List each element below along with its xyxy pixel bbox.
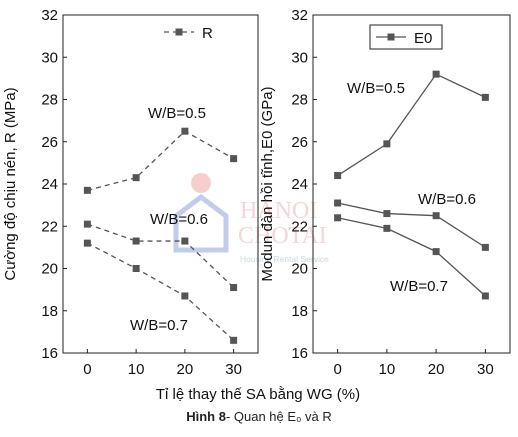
legend-label: E0 [414, 30, 432, 47]
right-data-point [481, 93, 489, 101]
right-data-point [383, 140, 391, 148]
left-x-tick-label: 20 [177, 361, 194, 378]
legend-label: R [202, 25, 213, 42]
right-data-point [334, 214, 342, 222]
legend-box [369, 24, 443, 50]
left-y-tick-label: 20 [41, 261, 58, 278]
left-plot-frame [62, 14, 259, 354]
right-data-point [432, 248, 440, 256]
left-series-line [87, 242, 235, 341]
left-y-tick-label: 30 [41, 49, 58, 66]
right-series-annotation: W/B=0.7 [390, 278, 448, 295]
left-y-tick-label: 16 [41, 345, 58, 362]
watermark-line1: HANOI [240, 198, 317, 224]
right-y-tick-label: 30 [291, 49, 308, 66]
right-series-line [337, 73, 486, 177]
right-y-axis-label: Modun đàn hồi tĩnh,E0 (GPa) [259, 86, 276, 281]
watermark-tagline: Housing Rental Service [240, 254, 329, 264]
left-series-line [87, 223, 235, 288]
right-series-line [337, 202, 486, 248]
left-series-annotation: W/B=0.7 [130, 317, 188, 334]
left-data-point [83, 239, 91, 247]
legend-marker [175, 28, 183, 36]
shared-x-axis-label: Tỉ lệ thay thế SA bằng WG (%) [156, 386, 360, 403]
left-data-point [132, 174, 140, 182]
left-y-axis-label: Cường độ chịu nén, R (MPa) [2, 87, 19, 280]
right-y-tick-label: 32 [291, 7, 308, 24]
right-y-tick-label: 20 [291, 261, 308, 278]
left-data-point [230, 155, 238, 163]
left-legend: R [164, 25, 213, 42]
right-plot-frame [312, 14, 511, 354]
right-data-point [383, 224, 391, 232]
left-y-tick-label: 18 [41, 303, 58, 320]
left-chart: 16 18 20 22 24 26 28 30 32 0 10 20 30 Cường độ chịu n… [2, 7, 259, 378]
left-x-tick-label: 30 [225, 361, 242, 378]
right-data-point [481, 292, 489, 300]
watermark-line2: CHOTAI [238, 223, 327, 249]
left-series-line [87, 130, 234, 191]
left-data-point [83, 220, 91, 228]
legend-marker [387, 33, 395, 41]
right-y-tick-label: 24 [291, 176, 308, 193]
watermark-logo: HANOI CHOTAI Housing Rental Service [173, 173, 329, 264]
left-data-point [181, 237, 189, 245]
caption-label: Hình 8 [186, 409, 226, 424]
left-data-point [181, 292, 189, 300]
watermark-house-icon [173, 193, 229, 253]
left-series-annotation: W/B=0.6 [150, 211, 208, 228]
right-series-annotation: W/B=0.6 [418, 191, 476, 208]
right-data-point [432, 70, 440, 78]
right-series-annotation: W/B=0.5 [347, 80, 405, 97]
left-y-tick-label: 32 [41, 7, 58, 24]
left-data-point [132, 265, 140, 272]
right-y-tick-label: 16 [291, 345, 308, 362]
right-data-point [432, 212, 440, 220]
left-data-point [181, 127, 189, 135]
left-data-point [83, 186, 91, 194]
right-y-tick-label: 18 [291, 303, 308, 320]
left-series-annotation: W/B=0.5 [148, 105, 206, 122]
left-x-tick-label: 10 [128, 361, 145, 378]
right-data-point [334, 172, 342, 180]
right-y-tick-label: 28 [291, 92, 308, 109]
right-series-line [337, 217, 486, 297]
right-chart: 16 18 20 22 24 26 28 30 32 0 10 20 30 Modun đàn hồi t… [259, 7, 511, 378]
right-data-point [383, 210, 391, 218]
right-x-tick-label: 10 [379, 361, 396, 378]
right-data-point [334, 199, 342, 207]
right-x-tick-label: 20 [428, 361, 445, 378]
figure-caption: Hình 8- Quan hệ E₀ và R [0, 409, 518, 424]
right-x-tick-label: 0 [333, 361, 341, 378]
right-y-tick-label: 22 [291, 218, 308, 235]
left-x-tick-label: 0 [83, 361, 91, 378]
left-y-tick-label: 28 [41, 92, 58, 109]
left-data-point [230, 284, 238, 292]
left-data-point [230, 336, 238, 344]
left-data-point [132, 237, 140, 245]
right-y-tick-label: 26 [291, 134, 308, 151]
right-data-point [481, 243, 489, 251]
left-y-tick-label: 22 [41, 218, 58, 235]
right-legend: E0 [369, 24, 443, 50]
caption-text: - Quan hệ E₀ và R [225, 409, 332, 424]
left-y-tick-label: 26 [41, 134, 58, 151]
left-y-tick-label: 24 [41, 176, 58, 193]
right-x-tick-label: 30 [477, 361, 494, 378]
watermark-sun-icon [191, 173, 211, 193]
